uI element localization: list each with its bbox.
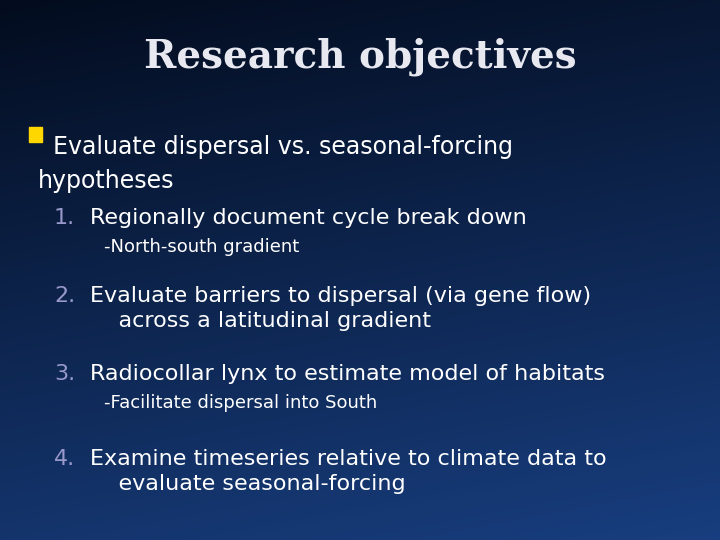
- Text: 4.: 4.: [54, 449, 75, 469]
- Text: Research objectives: Research objectives: [144, 38, 576, 76]
- Text: 2.: 2.: [54, 286, 75, 306]
- Text: Examine timeseries relative to climate data to
    evaluate seasonal-forcing: Examine timeseries relative to climate d…: [90, 449, 607, 494]
- Text: hypotheses: hypotheses: [38, 169, 175, 193]
- Text: -Facilitate dispersal into South: -Facilitate dispersal into South: [104, 394, 378, 412]
- Text: Radiocollar lynx to estimate model of habitats: Radiocollar lynx to estimate model of ha…: [90, 364, 605, 384]
- Text: Evaluate barriers to dispersal (via gene flow)
    across a latitudinal gradient: Evaluate barriers to dispersal (via gene…: [90, 286, 591, 331]
- Bar: [29, 127, 42, 142]
- Text: Evaluate dispersal vs. seasonal-forcing: Evaluate dispersal vs. seasonal-forcing: [53, 135, 513, 159]
- Text: -North-south gradient: -North-south gradient: [104, 238, 300, 255]
- Text: 1.: 1.: [54, 208, 75, 228]
- Text: 3.: 3.: [54, 364, 75, 384]
- Text: Regionally document cycle break down: Regionally document cycle break down: [90, 208, 527, 228]
